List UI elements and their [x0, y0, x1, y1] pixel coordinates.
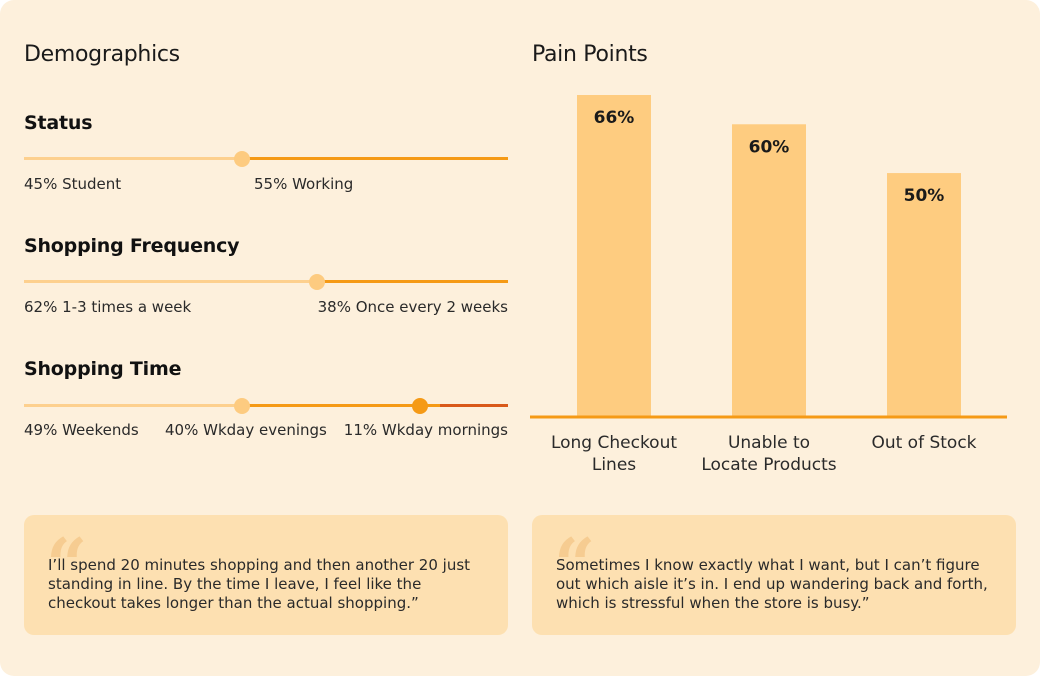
category-label-1-1: Locate Products	[701, 455, 836, 475]
category-label-1-0: Unable to	[728, 433, 810, 453]
quote-mark-icon: “	[554, 522, 596, 607]
time-evenings-label: 40% Wkday evenings	[165, 421, 327, 439]
pain-points-title: Pain Points	[532, 42, 648, 67]
time-handle-2	[411, 397, 428, 414]
demographics-title: Demographics	[24, 42, 180, 67]
quote-text-1: I’ll spend 20 minutes shopping and then …	[48, 556, 471, 612]
frequency-title: Shopping Frequency	[24, 235, 240, 257]
bar-2	[887, 173, 961, 417]
bar-value-label-1: 60%	[749, 137, 790, 157]
time-handle-1	[233, 397, 250, 414]
category-label-2-0: Out of Stock	[871, 433, 976, 453]
time-evenings-segment	[241, 404, 441, 407]
time-weekends-segment	[24, 404, 242, 407]
bar-value-label-0: 66%	[594, 108, 635, 128]
time-mornings-segment	[440, 404, 508, 407]
time-weekends-label: 49% Weekends	[24, 421, 139, 439]
bar-0	[577, 95, 651, 417]
frequency-split-handle	[308, 273, 325, 290]
time-mornings-label: 11% Wkday mornings	[343, 421, 508, 439]
quote-mark-icon: “	[46, 522, 88, 607]
quote-text-2: Sometimes I know exactly what I want, bu…	[556, 556, 988, 612]
status-slider	[24, 150, 508, 167]
time-slider	[24, 397, 508, 414]
status-student-segment	[24, 157, 242, 160]
status-working-label: 55% Working	[254, 175, 354, 193]
status-working-segment	[241, 157, 508, 160]
bar-value-label-2: 50%	[904, 186, 945, 206]
category-label-0-0: Long Checkout	[551, 433, 677, 453]
status-split-handle	[233, 150, 250, 167]
bar-1	[732, 124, 806, 417]
frequency-weekly-segment	[24, 280, 325, 283]
frequency-biweekly-segment	[324, 280, 508, 283]
frequency-biweekly-label: 38% Once every 2 weeks	[317, 298, 508, 316]
category-label-0-1: Lines	[592, 455, 636, 475]
quote-card-1: “ I’ll spend 20 minutes shopping and the…	[24, 515, 508, 635]
quote-card-2: “ Sometimes I know exactly what I want, …	[532, 515, 1016, 635]
frequency-weekly-label: 62% 1-3 times a week	[24, 298, 192, 316]
time-title: Shopping Time	[24, 358, 182, 380]
frequency-slider	[24, 273, 508, 290]
status-student-label: 45% Student	[24, 175, 122, 193]
status-title: Status	[24, 112, 93, 134]
